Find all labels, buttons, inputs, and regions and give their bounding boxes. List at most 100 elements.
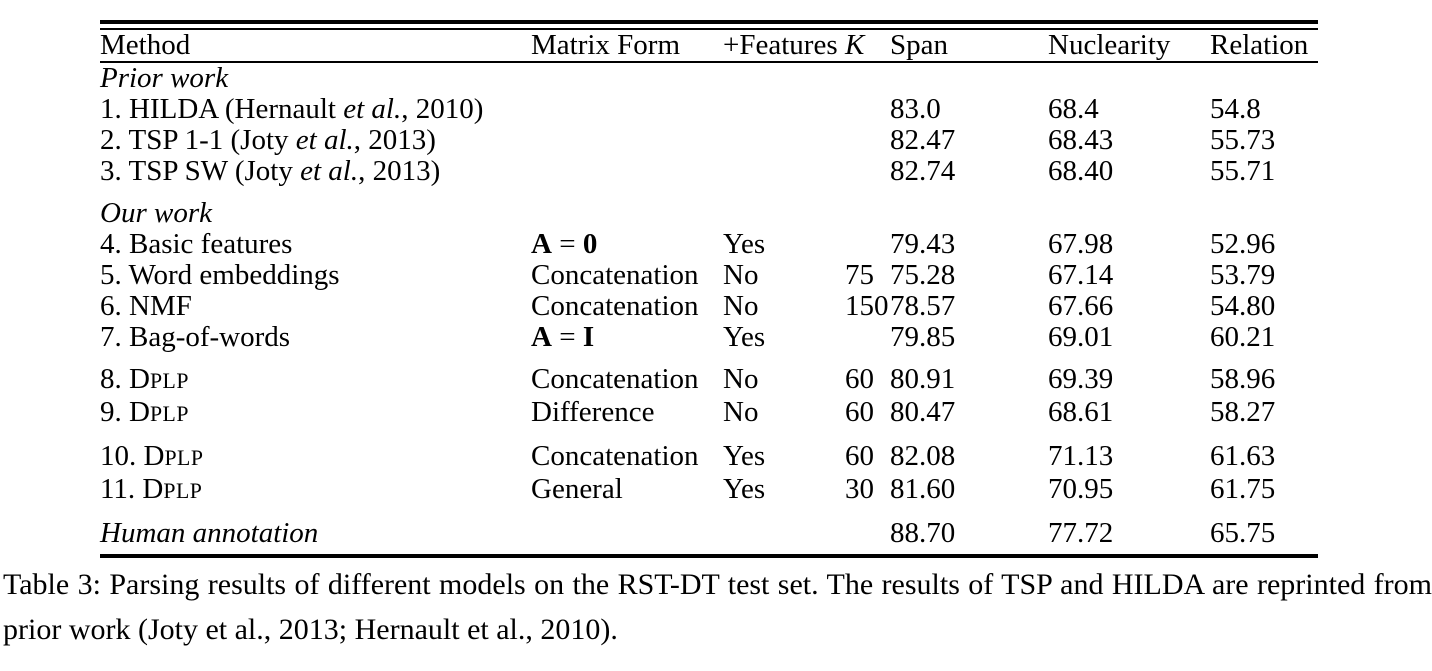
table-row: 1. HILDA (Hernault et al., 2010) 83.0 68.4…: [100, 94, 1318, 125]
table-bottom-rule: [100, 554, 1318, 558]
table-row: 10. DPLP Concatenation Yes 60 82.08 71.13 61.6…: [100, 430, 1318, 474]
span-cell: 78.57: [890, 290, 956, 322]
features-cell: No: [723, 290, 759, 322]
span-cell: 80.47: [890, 396, 956, 428]
results-table: Method Matrix Form +Features K Span Nucl…: [100, 20, 1318, 558]
matrix-form-cell: [531, 156, 723, 187]
text-segment: A: [531, 321, 552, 353]
text-segment: Concatenation: [531, 259, 699, 291]
text-segment: , 2013): [353, 124, 436, 156]
col-header-nuclearity: Nuclearity: [1048, 30, 1210, 63]
features-cell: [723, 125, 845, 156]
k-cell: [845, 125, 890, 156]
span-cell: 83.0: [890, 93, 941, 125]
col-header-method: Method: [100, 30, 531, 63]
method-cell: 4. Basic features: [100, 229, 531, 260]
col-header-features: +Features: [723, 30, 845, 63]
k-cell: 30: [845, 473, 874, 505]
features-cell: [723, 507, 845, 554]
table-row: Prior work: [100, 62, 1318, 94]
nuclearity-cell: 68.43: [1048, 124, 1114, 156]
k-cell: 150: [845, 290, 889, 322]
table-row: 9. DPLP Difference No 60 80.47 68.61 58.27: [100, 397, 1318, 430]
matrix-form-cell: [531, 187, 723, 229]
text-segment: 6. NMF: [100, 290, 192, 322]
span-cell: [890, 187, 1048, 229]
span-cell: 82.74: [890, 155, 956, 187]
text-segment: 2. TSP 1-1 (Joty: [100, 124, 296, 156]
method-cell: 3. TSP SW (Joty et al., 2013): [100, 156, 531, 187]
features-cell: Yes: [723, 440, 766, 472]
table-row: 5. Word embeddings Concatenation No 75 75.28…: [100, 260, 1318, 291]
span-cell: 75.28: [890, 259, 956, 291]
relation-cell: 60.21: [1210, 321, 1276, 353]
nuclearity-cell: [1048, 187, 1210, 229]
nuclearity-cell: 70.95: [1048, 473, 1114, 505]
text-segment: 9. D: [100, 396, 150, 428]
span-cell: 79.85: [890, 321, 956, 353]
matrix-form-cell: Difference: [531, 397, 723, 430]
relation-cell: 65.75: [1210, 517, 1276, 549]
features-cell: [723, 94, 845, 125]
k-cell: [845, 187, 890, 229]
matrix-form-cell: Concatenation: [531, 353, 723, 397]
col-header-span: Span: [890, 30, 1048, 63]
relation-cell: 58.27: [1210, 396, 1276, 428]
table-header-row: Method Matrix Form +Features K Span Nucl…: [100, 30, 1318, 63]
table-row: 2. TSP 1-1 (Joty et al., 2013) 82.47 68.43…: [100, 125, 1318, 156]
nuclearity-cell: 77.72: [1048, 517, 1114, 549]
relation-cell: 58.96: [1210, 363, 1276, 395]
nuclearity-cell: 69.01: [1048, 321, 1114, 353]
text-segment: =: [551, 321, 583, 353]
matrix-form-cell: [531, 62, 723, 94]
k-cell: 60: [845, 396, 874, 428]
relation-cell: [1210, 187, 1318, 229]
method-cell: 2. TSP 1-1 (Joty et al., 2013): [100, 125, 531, 156]
table-row-group: 10. DPLP Concatenation Yes 60 82.08 71.13 61.6…: [100, 430, 1318, 507]
k-cell: [845, 94, 890, 125]
table-caption: Table 3: Parsing results of different mo…: [3, 568, 1432, 646]
text-segment: , 2010): [401, 93, 484, 125]
nuclearity-cell: 67.98: [1048, 228, 1114, 260]
table-row-group: Our work 4. Basic features A = 0 Yes 79.43 67…: [100, 187, 1318, 353]
nuclearity-cell: 67.14: [1048, 259, 1114, 291]
k-cell: 75: [845, 259, 874, 291]
features-cell: No: [723, 259, 759, 291]
text-segment: Prior work: [100, 62, 229, 94]
table-row-group: Human annotation 88.70 77.72 65.75: [100, 507, 1318, 554]
matrix-form-cell: [531, 125, 723, 156]
col-header-matrix-form: Matrix Form: [531, 30, 723, 63]
method-cell: Human annotation: [100, 507, 531, 554]
matrix-form-cell: A = 0: [531, 229, 723, 260]
span-cell: 79.43: [890, 228, 956, 260]
relation-cell: 61.63: [1210, 440, 1276, 472]
table-top-rule-outer: [100, 20, 1318, 24]
method-cell: 7. Bag-of-words: [100, 322, 531, 353]
span-cell: 81.60: [890, 473, 956, 505]
relation-cell: 53.79: [1210, 259, 1276, 291]
text-segment: Difference: [531, 396, 655, 428]
method-cell: 8. DPLP: [100, 353, 531, 397]
span-cell: 82.08: [890, 440, 956, 472]
span-cell: 82.47: [890, 124, 956, 156]
text-segment: , 2013): [358, 155, 441, 187]
features-cell: [723, 62, 845, 94]
text-segment: Human annotation: [100, 517, 319, 549]
features-cell: [723, 156, 845, 187]
relation-cell: 54.80: [1210, 290, 1276, 322]
k-cell: [845, 62, 890, 94]
method-cell: 5. Word embeddings: [100, 260, 531, 291]
col-header-relation: Relation: [1210, 30, 1318, 63]
text-segment: Concatenation: [531, 440, 699, 472]
results-table-grid: Method Matrix Form +Features K Span Nucl…: [100, 30, 1318, 554]
span-cell: 80.91: [890, 363, 956, 395]
features-cell: Yes: [723, 228, 766, 260]
features-cell: Yes: [723, 473, 766, 505]
text-segment: =: [551, 228, 583, 260]
k-cell: 60: [845, 440, 874, 472]
table-row: 4. Basic features A = 0 Yes 79.43 67.98 52.96: [100, 229, 1318, 260]
relation-cell: 54.8: [1210, 93, 1261, 125]
table-row-group: Prior work 1. HILDA (Hernault et al., 201…: [100, 62, 1318, 187]
text-segment: Concatenation: [531, 290, 699, 322]
